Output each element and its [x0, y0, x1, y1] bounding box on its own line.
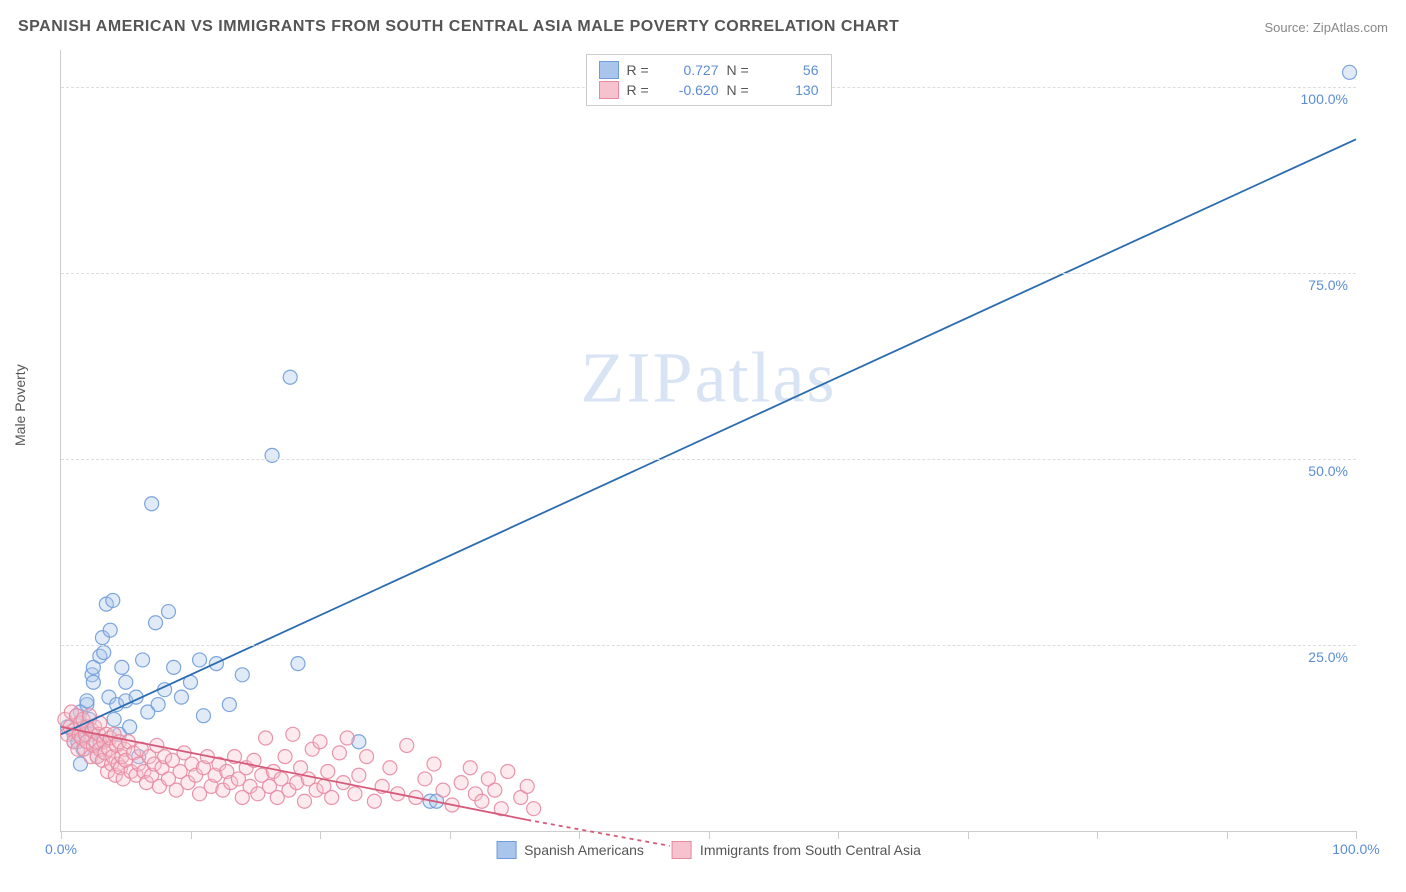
data-point: [463, 761, 477, 775]
data-point: [297, 794, 311, 808]
legend-swatch-1: [599, 81, 619, 99]
data-point: [259, 731, 273, 745]
data-point: [196, 709, 210, 723]
data-point: [348, 787, 362, 801]
x-tick: [61, 831, 62, 839]
legend-bottom-label-1: Immigrants from South Central Asia: [700, 842, 921, 858]
r-label-1: R =: [627, 82, 655, 98]
data-point: [149, 616, 163, 630]
r-value-1: -0.620: [663, 82, 719, 98]
y-axis-label: Male Poverty: [12, 364, 28, 446]
data-point: [291, 657, 305, 671]
x-tick: [709, 831, 710, 839]
x-tick: [191, 831, 192, 839]
data-point: [174, 690, 188, 704]
legend-bottom-item-0: Spanish Americans: [496, 841, 644, 859]
y-tick-label: 75.0%: [1308, 277, 1348, 293]
data-point: [436, 783, 450, 797]
data-point: [367, 794, 381, 808]
n-label-0: N =: [727, 62, 755, 78]
data-point: [145, 497, 159, 511]
data-point: [520, 779, 534, 793]
data-point: [167, 660, 181, 674]
legend-bottom-label-0: Spanish Americans: [524, 842, 644, 858]
data-point: [265, 448, 279, 462]
legend-bottom: Spanish Americans Immigrants from South …: [496, 841, 921, 859]
data-point: [278, 750, 292, 764]
n-value-0: 56: [763, 62, 819, 78]
data-point: [123, 720, 137, 734]
data-point: [136, 653, 150, 667]
data-point: [107, 712, 121, 726]
legend-bottom-swatch-0: [496, 841, 516, 859]
data-point: [106, 593, 120, 607]
data-point: [321, 764, 335, 778]
x-tick-label: 0.0%: [45, 841, 77, 857]
data-point: [527, 802, 541, 816]
legend-bottom-swatch-1: [672, 841, 692, 859]
r-value-0: 0.727: [663, 62, 719, 78]
gridline: [61, 459, 1356, 460]
data-point: [340, 731, 354, 745]
data-point: [286, 727, 300, 741]
data-point: [488, 783, 502, 797]
data-point: [80, 694, 94, 708]
data-point: [97, 645, 111, 659]
y-tick-label: 100.0%: [1301, 91, 1348, 107]
data-point: [454, 776, 468, 790]
y-tick-label: 25.0%: [1308, 649, 1348, 665]
data-point: [313, 735, 327, 749]
legend-stats-row-1: R = -0.620 N = 130: [599, 81, 819, 99]
data-point: [161, 605, 175, 619]
chart-svg: [61, 50, 1356, 831]
data-point: [103, 623, 117, 637]
data-point: [119, 675, 133, 689]
x-tick-label: 100.0%: [1332, 841, 1379, 857]
chart-title: SPANISH AMERICAN VS IMMIGRANTS FROM SOUT…: [18, 18, 899, 36]
x-tick: [838, 831, 839, 839]
gridline: [61, 273, 1356, 274]
x-tick: [320, 831, 321, 839]
data-point: [400, 738, 414, 752]
data-point: [360, 750, 374, 764]
x-tick: [1227, 831, 1228, 839]
plot-area: ZIPatlas R = 0.727 N = 56 R = -0.620 N =…: [60, 50, 1356, 832]
data-point: [222, 698, 236, 712]
n-label-1: N =: [727, 82, 755, 98]
data-point: [235, 668, 249, 682]
data-point: [115, 660, 129, 674]
x-tick: [579, 831, 580, 839]
data-point: [352, 768, 366, 782]
data-point: [501, 764, 515, 778]
data-point: [383, 761, 397, 775]
data-point: [325, 791, 339, 805]
data-point: [1343, 65, 1357, 79]
x-tick: [450, 831, 451, 839]
legend-stats-row-0: R = 0.727 N = 56: [599, 61, 819, 79]
data-point: [151, 698, 165, 712]
gridline: [61, 645, 1356, 646]
x-tick: [968, 831, 969, 839]
data-point: [193, 653, 207, 667]
data-point: [283, 370, 297, 384]
r-label-0: R =: [627, 62, 655, 78]
legend-swatch-0: [599, 61, 619, 79]
data-point: [86, 675, 100, 689]
data-point: [427, 757, 441, 771]
chart-source: Source: ZipAtlas.com: [1264, 20, 1388, 35]
legend-bottom-item-1: Immigrants from South Central Asia: [672, 841, 921, 859]
data-point: [332, 746, 346, 760]
data-point: [475, 794, 489, 808]
y-tick-label: 50.0%: [1308, 463, 1348, 479]
x-tick: [1356, 831, 1357, 839]
n-value-1: 130: [763, 82, 819, 98]
data-point: [418, 772, 432, 786]
legend-stats: R = 0.727 N = 56 R = -0.620 N = 130: [586, 54, 832, 106]
x-tick: [1097, 831, 1098, 839]
